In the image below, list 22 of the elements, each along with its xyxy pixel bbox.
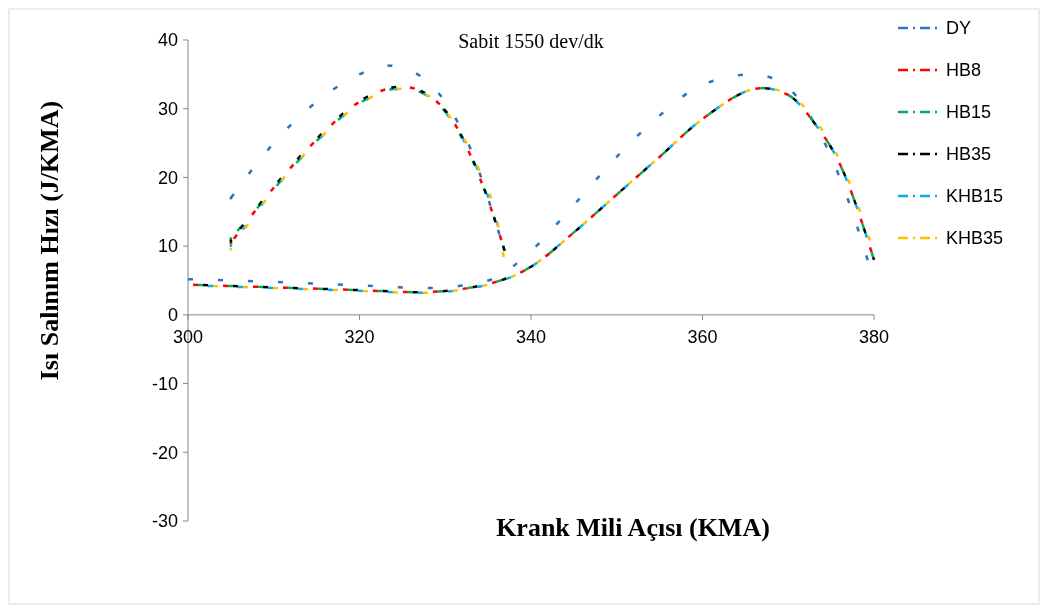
y-tick-label: 0	[167, 305, 178, 326]
y-tick-label: 30	[157, 99, 178, 120]
x-tick-label: 360	[687, 326, 718, 347]
legend-label: KHB15	[946, 186, 1004, 207]
y-tick-label: 40	[157, 30, 178, 51]
legend-label: HB15	[946, 102, 992, 123]
y-tick-label: -10	[151, 373, 178, 394]
x-tick-label: 380	[858, 326, 890, 347]
x-tick-label: 340	[515, 326, 547, 347]
annotation: Sabit 1550 dev/dk	[458, 30, 604, 52]
y-axis-title: Isı Salınım Hızı (J/KMA)	[35, 100, 64, 381]
y-tick-label: -30	[151, 511, 178, 532]
x-axis-title: Krank Mili Açısı (KMA)	[496, 513, 770, 542]
legend-label: KHB35	[946, 228, 1004, 249]
legend-label: HB8	[946, 60, 982, 81]
y-tick-label: 10	[157, 236, 178, 257]
x-tick-label: 300	[172, 326, 204, 347]
y-tick-label: 20	[157, 167, 178, 188]
y-tick-label: -20	[151, 442, 178, 463]
legend-label: HB35	[946, 144, 992, 165]
x-tick-label: 320	[344, 326, 375, 347]
legend-label: DY	[946, 18, 972, 39]
